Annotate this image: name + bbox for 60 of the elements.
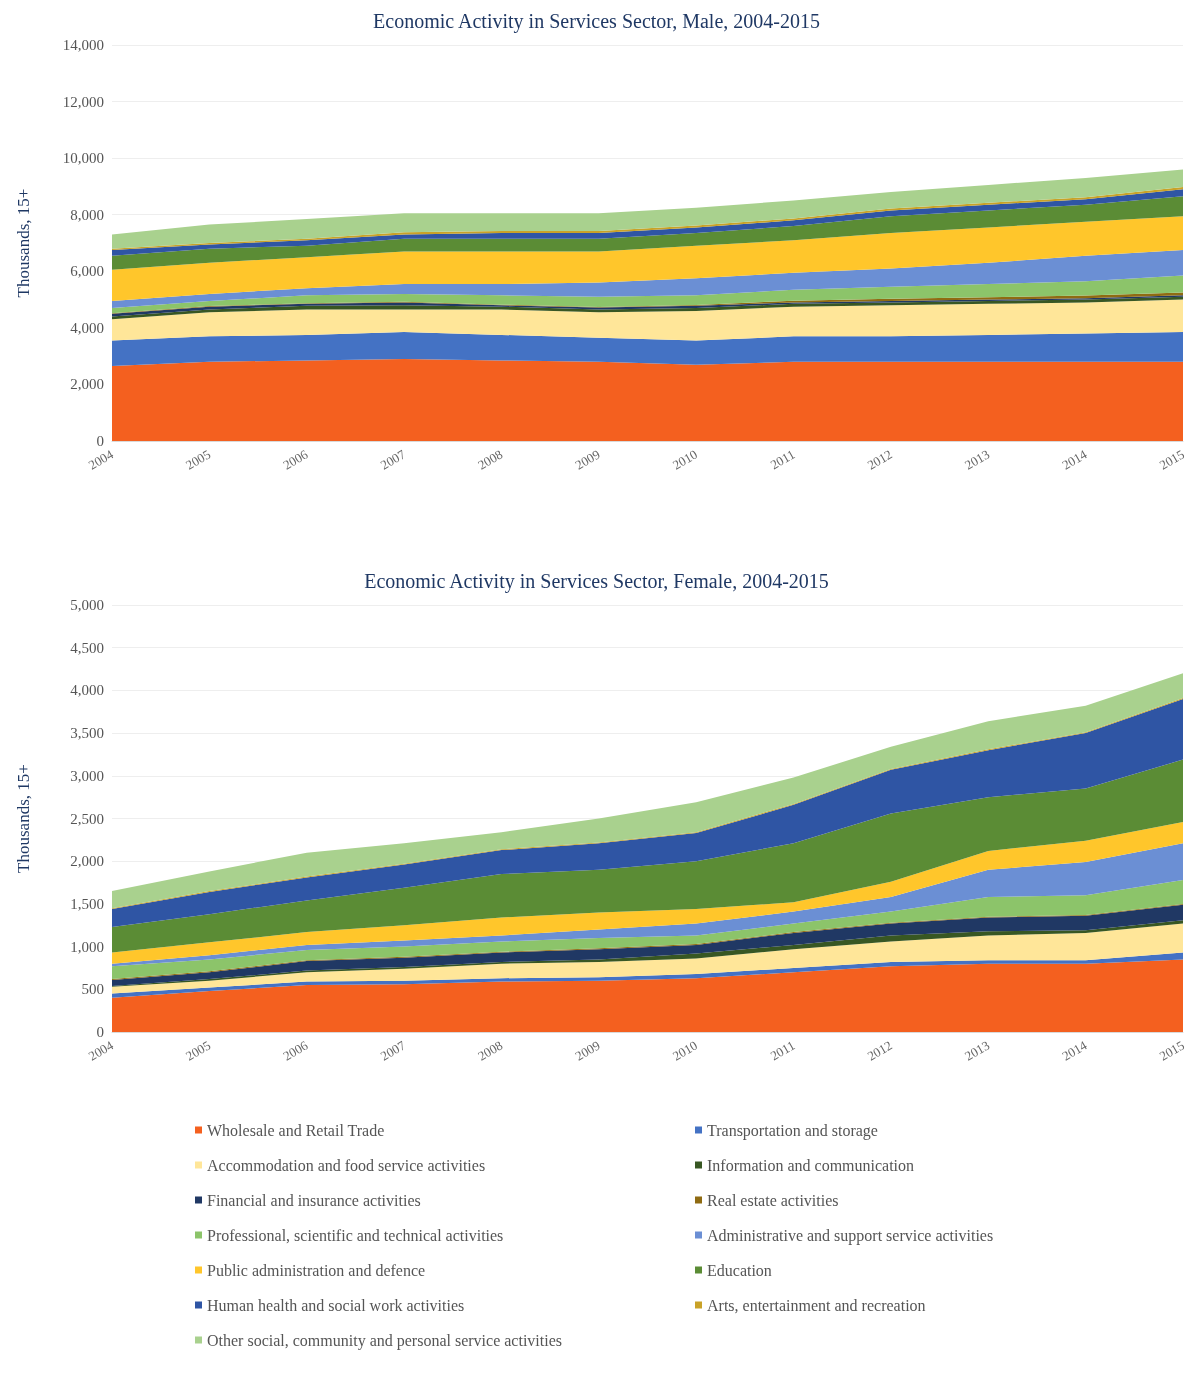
- legend-label: Accommodation and food service activities: [207, 1156, 486, 1174]
- y-tick-label: 6,000: [70, 263, 104, 280]
- y-tick-label: 0: [96, 1024, 104, 1040]
- y-tick-label: 3,000: [70, 767, 104, 784]
- y-tick-label: 2,000: [70, 376, 104, 393]
- y-tick-label: 4,000: [70, 319, 104, 336]
- y-tick-label: 2,000: [70, 853, 104, 870]
- legend-label: Administrative and support service activities: [707, 1226, 994, 1245]
- x-tick-label: 2008: [475, 446, 506, 473]
- legend-label: Education: [707, 1261, 772, 1279]
- y-tick-label: 8,000: [70, 206, 104, 223]
- x-tick-label: 2005: [183, 1037, 214, 1064]
- y-tick-label: 2,500: [70, 810, 104, 827]
- x-tick-label: 2014: [1059, 1037, 1090, 1064]
- y-axis-title: Thousands, 15+: [14, 188, 33, 298]
- chart-title: Economic Activity in Services Sector, Male, 2004-2015: [373, 10, 820, 33]
- x-tick-label: 2004: [85, 446, 117, 473]
- legend-label: Human health and social work activities: [207, 1296, 465, 1314]
- x-tick-label: 2006: [280, 1037, 311, 1064]
- legend-label: Other social, community and personal service activities: [207, 1331, 562, 1350]
- x-tick-label: 2004: [85, 1037, 117, 1064]
- legend-label: Wholesale and Retail Trade: [207, 1121, 385, 1139]
- chart-title: Economic Activity in Services Sector, Female, 2004-2015: [364, 570, 829, 593]
- y-tick-label: 5,000: [70, 597, 104, 613]
- x-tick-label: 2007: [377, 1037, 409, 1064]
- x-tick-label: 2010: [669, 1037, 700, 1064]
- y-tick-label: 0: [96, 433, 104, 449]
- legend-label: Information and communication: [707, 1156, 915, 1174]
- y-tick-label: 14,000: [62, 37, 104, 53]
- legend-label: Financial and insurance activities: [207, 1191, 421, 1209]
- y-tick-label: 1,000: [70, 938, 104, 955]
- legend-label: Arts, entertainment and recreation: [707, 1296, 926, 1314]
- y-tick-label: 3,500: [70, 725, 104, 742]
- x-tick-label: 2011: [767, 446, 798, 473]
- y-tick-label: 4,000: [70, 682, 104, 699]
- legend-label: Transportation and storage: [707, 1121, 878, 1140]
- legend-label: Real estate activities: [707, 1191, 839, 1209]
- x-tick-label: 2005: [183, 446, 214, 473]
- x-tick-label: 2008: [475, 1037, 506, 1064]
- x-tick-label: 2010: [669, 446, 700, 473]
- x-tick-label: 2015: [1156, 1037, 1187, 1064]
- y-tick-label: 4,500: [70, 639, 104, 656]
- x-tick-label: 2013: [962, 1037, 993, 1064]
- y-tick-label: 10,000: [62, 150, 104, 167]
- x-tick-label: 2009: [572, 1037, 603, 1064]
- x-tick-label: 2007: [377, 446, 409, 473]
- x-tick-label: 2009: [572, 446, 603, 473]
- x-tick-label: 2012: [864, 446, 895, 473]
- y-tick-label: 1,500: [70, 895, 104, 912]
- legend-label: Professional, scientific and technical activities: [207, 1226, 504, 1244]
- x-tick-label: 2012: [864, 1037, 895, 1064]
- x-tick-label: 2011: [767, 1037, 798, 1064]
- x-tick-label: 2015: [1156, 446, 1187, 473]
- x-tick-label: 2013: [962, 446, 993, 473]
- y-axis-title: Thousands, 15+: [14, 764, 33, 873]
- x-tick-label: 2006: [280, 446, 311, 473]
- y-tick-label: 12,000: [62, 93, 104, 110]
- legend-label: Public administration and defence: [207, 1261, 426, 1279]
- x-tick-label: 2014: [1059, 446, 1090, 473]
- y-tick-label: 500: [81, 981, 104, 998]
